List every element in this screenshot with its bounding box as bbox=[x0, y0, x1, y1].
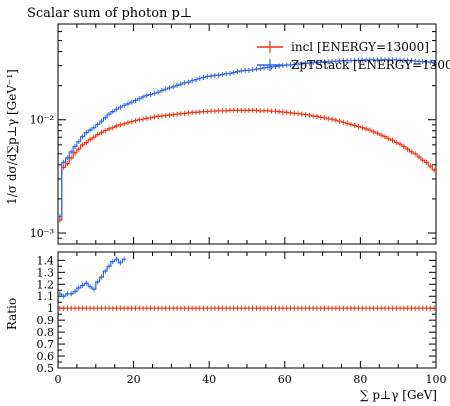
y-tick-label: 10⁻³ bbox=[30, 227, 54, 240]
ratio-y-tick-label: 1 bbox=[47, 302, 54, 315]
ratio-plot-frame bbox=[57, 251, 437, 369]
x-tick-label: 40 bbox=[202, 373, 216, 386]
ratio-y-tick-label: 0.7 bbox=[37, 338, 55, 351]
x-tick-label: 80 bbox=[353, 373, 367, 386]
ratio-y-tick-label: 1.4 bbox=[37, 254, 55, 267]
legend: incl [ENERGY=13000] ZpTStack [ENERGY=1300 bbox=[257, 40, 450, 72]
x-axis-label: ∑ p⊥γ [GeV] bbox=[360, 388, 437, 402]
ratio-y-tick-label: 1.1 bbox=[37, 290, 55, 303]
legend-label: ZpTStack [ENERGY=1300 bbox=[291, 58, 450, 72]
zptstack-ratio-line bbox=[58, 258, 126, 297]
ratio-y-tick-label: 0.8 bbox=[37, 326, 55, 339]
ratio-y-tick-label: 0.6 bbox=[37, 350, 55, 363]
ratio-y-axis-label: Ratio bbox=[5, 298, 19, 330]
x-tick-label: 20 bbox=[127, 373, 141, 386]
zptstack-series-line bbox=[58, 59, 436, 218]
ratio-panel: 0 20 40 60 80 100 0.50.60.70.80.911.11.21.31.4 bbox=[37, 251, 447, 386]
incl-series-line bbox=[58, 109, 436, 221]
x-tick-label: 100 bbox=[426, 373, 447, 386]
legend-label: incl [ENERGY=13000] bbox=[291, 40, 429, 54]
main-panel: 10⁻³ 10⁻² bbox=[30, 23, 437, 245]
ratio-y-tick-label: 0.9 bbox=[37, 314, 55, 327]
ratio-y-tick-label: 1.3 bbox=[37, 266, 55, 279]
x-tick-label: 0 bbox=[55, 373, 62, 386]
x-tick-label: 60 bbox=[278, 373, 292, 386]
y-tick-label: 10⁻² bbox=[30, 114, 54, 127]
y-axis-label: 1/σ dσ/d∑p⊥γ [GeV⁻¹] bbox=[5, 69, 19, 205]
ratio-y-tick-label: 0.5 bbox=[37, 362, 55, 375]
ratio-y-tick-label: 1.2 bbox=[37, 278, 55, 291]
chart-title: Scalar sum of photon p⊥ bbox=[27, 6, 192, 21]
